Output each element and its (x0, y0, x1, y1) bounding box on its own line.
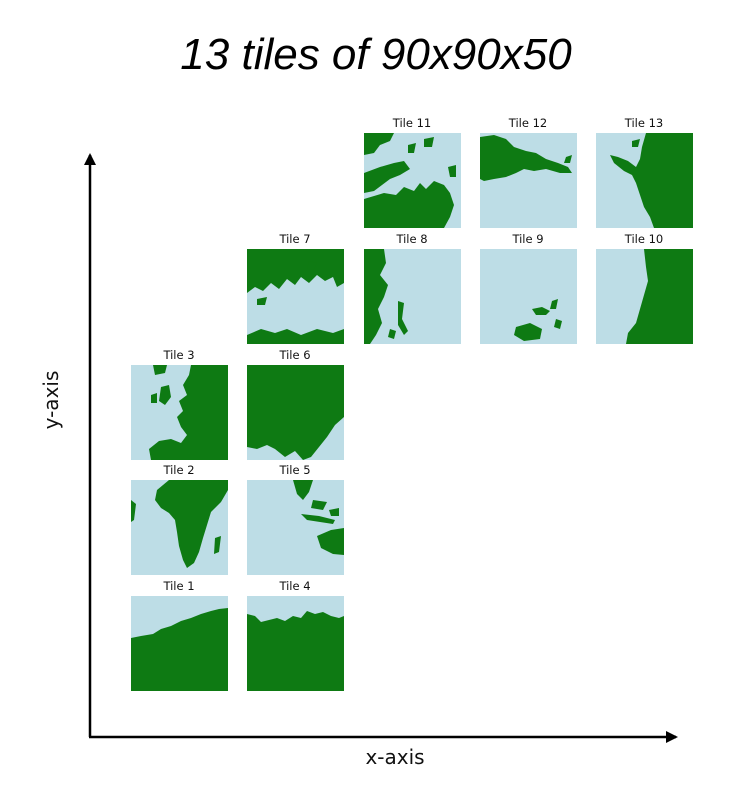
tile-land (632, 139, 640, 147)
tile-land (329, 508, 339, 516)
tile-land (364, 181, 454, 228)
tile-land (151, 393, 157, 403)
tile-land (247, 611, 344, 691)
tile-land (514, 323, 542, 341)
tile-label: Tile 2 (162, 463, 194, 477)
tile-land (247, 249, 344, 293)
tile-land (532, 307, 550, 315)
tile-land (247, 329, 344, 344)
tile-land (448, 165, 456, 177)
x-axis-label: x-axis (365, 745, 424, 769)
tile-8: Tile 8 (364, 232, 461, 344)
tile-land (550, 299, 558, 309)
tile-9: Tile 9 (480, 232, 577, 344)
tile-label: Tile 6 (278, 348, 310, 362)
tile-land (364, 133, 394, 155)
tile-7: Tile 7 (247, 232, 344, 344)
diagram-title: 13 tiles of 90x90x50 (180, 30, 572, 79)
tile-land (564, 155, 572, 163)
tile-4: Tile 4 (247, 579, 344, 691)
tile-land (626, 249, 693, 344)
tile-label: Tile 7 (278, 232, 310, 246)
tile-3: Tile 3 (131, 348, 228, 460)
tile-label: Tile 13 (624, 116, 663, 130)
tile-land (257, 297, 267, 305)
tile-land (311, 500, 327, 510)
tile-land (610, 133, 693, 228)
tile-land (408, 143, 416, 153)
tile-land (293, 480, 313, 500)
tile-label: Tile 10 (624, 232, 663, 246)
tile-land (364, 161, 410, 193)
y-axis-label: y-axis (39, 371, 63, 430)
tile-land (247, 365, 344, 460)
tile-1: Tile 1 (131, 579, 228, 691)
tile-land (554, 319, 562, 329)
tile-13: Tile 13 (596, 116, 693, 228)
tile-6: Tile 6 (247, 348, 344, 460)
tile-land (159, 385, 171, 405)
tile-land (131, 608, 228, 691)
tile-2: Tile 2 (131, 463, 228, 575)
tile-land (480, 135, 572, 181)
tile-10: Tile 10 (596, 232, 693, 344)
tile-land (364, 249, 388, 344)
tile-12: Tile 12 (480, 116, 577, 228)
tile-label: Tile 11 (392, 116, 431, 130)
tile-land (398, 301, 408, 335)
tile-land (424, 137, 434, 147)
tile-land (317, 528, 344, 555)
tile-land (214, 536, 221, 554)
tile-5: Tile 5 (247, 463, 344, 575)
tile-land (307, 261, 317, 271)
tile-water (247, 480, 344, 575)
tile-land (153, 365, 167, 375)
tile-land (155, 480, 228, 568)
tile-11: Tile 11 (364, 116, 461, 228)
tile-label: Tile 12 (508, 116, 547, 130)
tile-label: Tile 1 (162, 579, 194, 593)
tile-land (149, 365, 228, 460)
tile-label: Tile 9 (511, 232, 543, 246)
tile-label: Tile 4 (278, 579, 310, 593)
tile-label: Tile 8 (395, 232, 427, 246)
tile-land (301, 514, 335, 524)
tile-land (388, 329, 396, 339)
tile-land (131, 500, 136, 522)
tile-label: Tile 3 (162, 348, 194, 362)
tile-label: Tile 5 (278, 463, 310, 477)
